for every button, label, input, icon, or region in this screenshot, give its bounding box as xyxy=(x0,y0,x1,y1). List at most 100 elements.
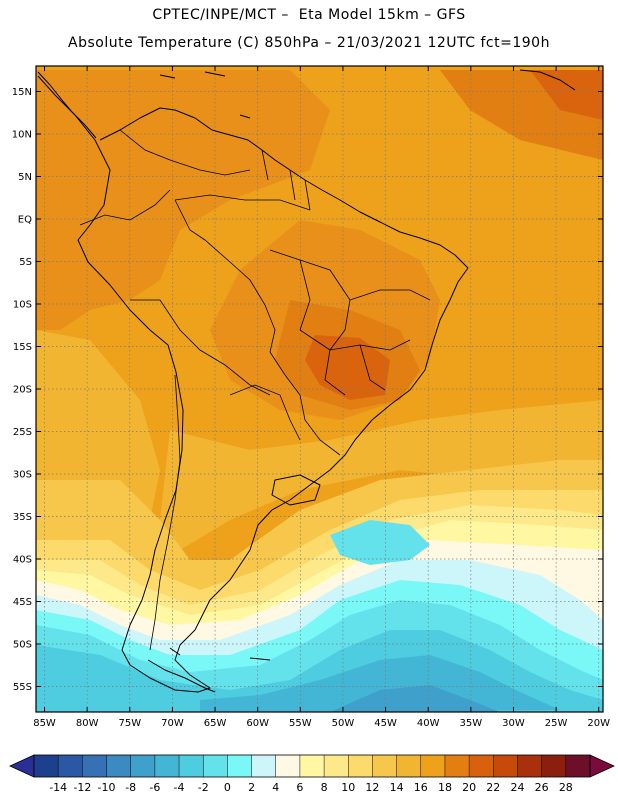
south-america-coastline xyxy=(37,75,469,693)
lat-tick-label: 15N xyxy=(12,87,32,98)
lat-tick-label: 10N xyxy=(12,130,32,141)
border-peru-bolivia xyxy=(130,299,271,396)
field-band-nw xyxy=(100,100,170,160)
colorbar-frame xyxy=(33,754,591,778)
map-gridlines xyxy=(36,66,603,712)
colorbar-swatch xyxy=(517,755,542,777)
border-guianas xyxy=(261,149,311,211)
colorbar-label: 16 xyxy=(414,781,428,794)
colorbar-label: -8 xyxy=(125,781,136,794)
colorbar-swatch xyxy=(493,755,518,777)
colorbar-swatch xyxy=(275,755,301,777)
colorbar-swatch xyxy=(227,755,252,777)
lat-tick-label: 35S xyxy=(13,512,32,523)
temperature-colorbar: -14 -12 -10 -8 -6 -4 -2 0 2 4 6 8 10 12 14 16 18 20 22 24 26… xyxy=(9,754,615,794)
border-venezuela xyxy=(119,129,251,176)
colorbar-swatch xyxy=(396,755,422,777)
lat-tick-label: 5S xyxy=(19,257,32,268)
colorbar-swatch xyxy=(299,755,325,777)
colorbar-label: 20 xyxy=(462,781,476,794)
colorbar-label: -14 xyxy=(49,781,67,794)
longitude-axis: 85W 80W 75W 70W 65W 60W 55W 50W 45W 40W 35W 30W 25W 2… xyxy=(33,66,610,729)
field-band-south-16 xyxy=(160,400,603,550)
colorbar-swatch xyxy=(251,755,277,777)
colorbar-label: 28 xyxy=(559,781,573,794)
colorbar-label: 24 xyxy=(510,781,524,794)
lon-tick-label: 25W xyxy=(545,718,568,729)
border-brazil-states xyxy=(269,249,431,396)
lat-tick-label: 5N xyxy=(18,172,32,183)
colorbar-swatch xyxy=(469,755,494,777)
colorbar-label: 14 xyxy=(390,781,404,794)
lat-tick-label: 55S xyxy=(13,682,32,693)
latitude-axis: 15N 10N 5N EQ 5S 10S 15S 20S 25S 30S 35S 40S 45S 50S 5… xyxy=(12,87,603,693)
colorbar-label: 2 xyxy=(248,781,255,794)
colorbar-label: 22 xyxy=(486,781,500,794)
colorbar-label: -6 xyxy=(149,781,160,794)
map-title: CPTEC/INPE/MCT – Eta Model 15km – GFS xyxy=(152,7,466,23)
field-band-minus6-minus4 xyxy=(330,685,500,712)
colorbar-swatch xyxy=(565,755,591,777)
colorbar-swatch xyxy=(179,755,204,777)
lon-tick-label: 85W xyxy=(33,718,56,729)
lon-tick-label: 75W xyxy=(118,718,141,729)
colorbar-label: -12 xyxy=(73,781,91,794)
lon-tick-label: 80W xyxy=(76,718,99,729)
lon-tick-label: 30W xyxy=(502,718,525,729)
colorbar-max-arrow xyxy=(589,754,615,778)
colorbar-label: 10 xyxy=(341,781,355,794)
field-band-ne-hotter xyxy=(530,70,603,120)
colorbar-swatch xyxy=(348,755,373,777)
lat-tick-label: 20S xyxy=(13,385,32,396)
colorbar-swatch xyxy=(34,755,59,777)
colorbar-swatch xyxy=(324,755,349,777)
field-cold-blob xyxy=(330,520,430,565)
colorbar-label: 6 xyxy=(296,781,303,794)
caribbean-islands xyxy=(159,69,576,119)
colorbar-swatch xyxy=(58,755,83,777)
lat-tick-label: 15S xyxy=(13,342,32,353)
colorbar-label: 12 xyxy=(365,781,379,794)
colorbar-swatch xyxy=(372,755,397,777)
colorbar-label: 18 xyxy=(438,781,452,794)
lon-tick-label: 55W xyxy=(289,718,312,729)
colorbar-label: -10 xyxy=(98,781,116,794)
tierra-del-fuego xyxy=(147,647,271,693)
lon-tick-label: 50W xyxy=(332,718,355,729)
colorbar-label: -2 xyxy=(198,781,209,794)
colorbar-swatch xyxy=(130,755,156,777)
colorbar-swatch xyxy=(203,755,228,777)
colorbar-label: 0 xyxy=(224,781,231,794)
colorbar-swatch xyxy=(82,755,107,777)
colorbar-label: 8 xyxy=(321,781,328,794)
lat-tick-label: 50S xyxy=(13,640,32,651)
lat-tick-label: 45S xyxy=(13,597,32,608)
lon-tick-label: 65W xyxy=(204,718,227,729)
border-brazil-west xyxy=(174,199,341,456)
country-borders xyxy=(79,129,431,651)
border-ecuador-colombia xyxy=(79,189,171,226)
colorbar-swatch xyxy=(420,755,446,777)
lon-tick-label: 60W xyxy=(246,718,269,729)
field-band-minus4-minus2 xyxy=(200,655,560,712)
colorbar-swatch xyxy=(444,755,470,777)
colorbar-min-arrow xyxy=(9,754,35,778)
coastline-outlines xyxy=(37,69,576,693)
colorbar-label: -4 xyxy=(174,781,185,794)
border-chile-argentina xyxy=(149,374,181,651)
border-brazil-north xyxy=(174,194,311,211)
central-america-coastline xyxy=(37,71,97,139)
lat-tick-label: 30S xyxy=(13,470,32,481)
field-band-22-24 xyxy=(305,335,390,400)
colorbar-label: 26 xyxy=(535,781,549,794)
lon-tick-label: 20W xyxy=(587,718,610,729)
map-subtitle: Absolute Temperature (C) 850hPa – 21/03/… xyxy=(68,35,550,51)
lat-tick-label: EQ xyxy=(18,215,32,226)
lat-tick-label: 40S xyxy=(13,555,32,566)
lon-tick-label: 70W xyxy=(161,718,184,729)
lat-tick-label: 25S xyxy=(13,427,32,438)
lon-tick-label: 40W xyxy=(417,718,440,729)
colorbar-swatch xyxy=(541,755,567,777)
lat-tick-label: 10S xyxy=(13,300,32,311)
